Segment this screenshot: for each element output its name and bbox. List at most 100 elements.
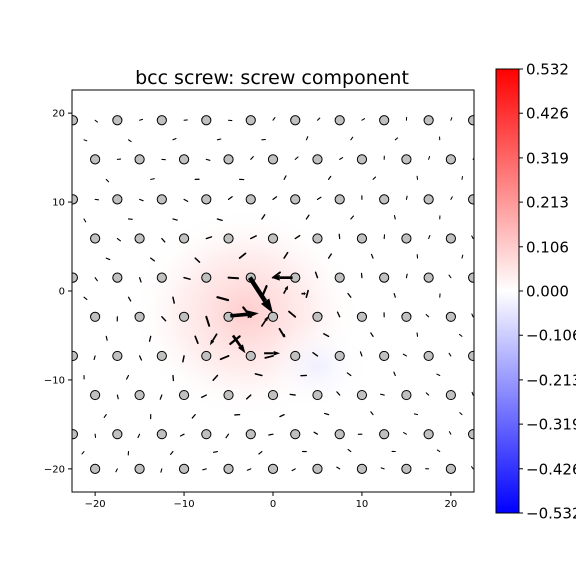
displacement-arrow [336, 311, 341, 318]
displacement-arrow [425, 392, 430, 396]
colorbar-ticks: 0.532 0.426 0.319 0.213 0.106 0.000 −0.106 −0.2… [519, 61, 576, 523]
atom-marker [90, 311, 101, 322]
displacement-arrow [105, 178, 110, 183]
colorbar-tick-label: 0.213 [526, 194, 569, 212]
atom-marker [156, 194, 167, 205]
atom-marker [201, 429, 212, 440]
atom-marker [90, 233, 101, 244]
displacement-arrow [272, 117, 276, 121]
displacement-arrow [268, 433, 274, 436]
atom-marker [379, 350, 390, 362]
atom-marker [312, 389, 323, 401]
displacement-arrow [316, 117, 321, 121]
atom-marker [334, 272, 345, 283]
cool-region [264, 322, 371, 412]
displacement-arrow [264, 355, 274, 359]
displacement-arrow [471, 235, 474, 240]
atom-marker [423, 429, 434, 440]
displacement-arrow [380, 393, 385, 396]
displacement-arrow [289, 393, 296, 396]
displacement-arrow [250, 156, 254, 160]
colorbar-tick-label: 0.000 [526, 283, 569, 301]
atom-marker [223, 154, 234, 165]
atom-marker [290, 350, 301, 362]
atom-marker [267, 233, 279, 244]
displacement-arrow [216, 296, 230, 302]
colorbar [495, 68, 520, 514]
atom-marker [312, 311, 323, 322]
displacement-arrow [405, 273, 408, 279]
displacement-arrow [103, 414, 107, 419]
displacement-arrow [225, 433, 230, 439]
displacement-arrow [202, 468, 207, 471]
displacement-arrow [138, 277, 142, 283]
atom-marker [423, 350, 434, 362]
x-axis: −20 −10 0 10 20 [85, 492, 458, 510]
displacement-arrow [254, 373, 263, 377]
atom-marker [201, 194, 212, 205]
displacement-arrow [179, 433, 185, 437]
colorbar-tick-label: 0.106 [526, 238, 569, 256]
atom-marker [245, 115, 256, 126]
atom-marker [156, 115, 167, 126]
core-arrow [209, 333, 218, 346]
core-arrow [230, 310, 259, 319]
displacement-arrow [161, 237, 166, 243]
atom-marker [468, 115, 474, 126]
displacement-arrow [139, 118, 144, 121]
displacement-arrows [81, 116, 485, 473]
displacement-arrow [402, 353, 407, 357]
displacement-arrow [482, 373, 484, 375]
displacement-arrow [94, 277, 98, 282]
x-tick-label: 0 [270, 499, 276, 510]
colorbar-tick-label: −0.319 [526, 416, 576, 434]
atom-marker [245, 194, 256, 205]
displacement-arrow [313, 431, 319, 435]
displacement-arrow [194, 335, 199, 345]
atom-marker [156, 429, 167, 440]
atom-marker [72, 350, 78, 362]
atom-marker [112, 194, 123, 205]
atom-marker [379, 272, 390, 283]
displacement-arrow [83, 218, 87, 223]
atom-marker [112, 272, 123, 283]
y-tick-label: 20 [52, 109, 65, 120]
atom-marker [112, 350, 123, 362]
displacement-arrow [450, 117, 453, 121]
y-tick-label: 10 [52, 198, 65, 209]
displacement-arrow [161, 316, 167, 322]
displacement-arrow [272, 196, 278, 201]
displacement-arrow [448, 352, 452, 357]
x-tick-label: 20 [445, 499, 458, 510]
displacement-arrow [139, 198, 144, 202]
displacement-arrow [448, 431, 452, 435]
atom-marker [401, 233, 412, 244]
atom-marker [134, 389, 145, 401]
displacement-arrow [370, 253, 374, 259]
displacement-arrow [436, 373, 441, 377]
displacement-arrow [305, 289, 309, 299]
atom-marker [401, 389, 412, 401]
atom-marker [178, 311, 190, 322]
displacement-arrow [205, 315, 211, 327]
atom-marker [178, 389, 190, 401]
core-arrow [231, 334, 246, 354]
atom-marker [290, 194, 301, 205]
displacement-arrow [448, 274, 452, 279]
displacement-arrow [137, 433, 141, 439]
displacement-arrow [428, 156, 431, 160]
displacement-arrow [484, 216, 485, 219]
displacement-arrow [194, 257, 201, 263]
colorbar-tick-label: −0.426 [526, 460, 576, 478]
atom-marker [356, 154, 368, 165]
colorbar-tick-label: −0.532 [526, 505, 576, 523]
displacement-arrow [279, 413, 285, 418]
atom-marker [423, 115, 434, 126]
atom-marker [201, 272, 212, 283]
displacement-arrow [227, 276, 240, 280]
displacement-arrow [350, 136, 354, 141]
y-tick-label: −20 [44, 464, 65, 475]
core-arrow [264, 351, 281, 356]
displacement-arrow [216, 138, 222, 141]
